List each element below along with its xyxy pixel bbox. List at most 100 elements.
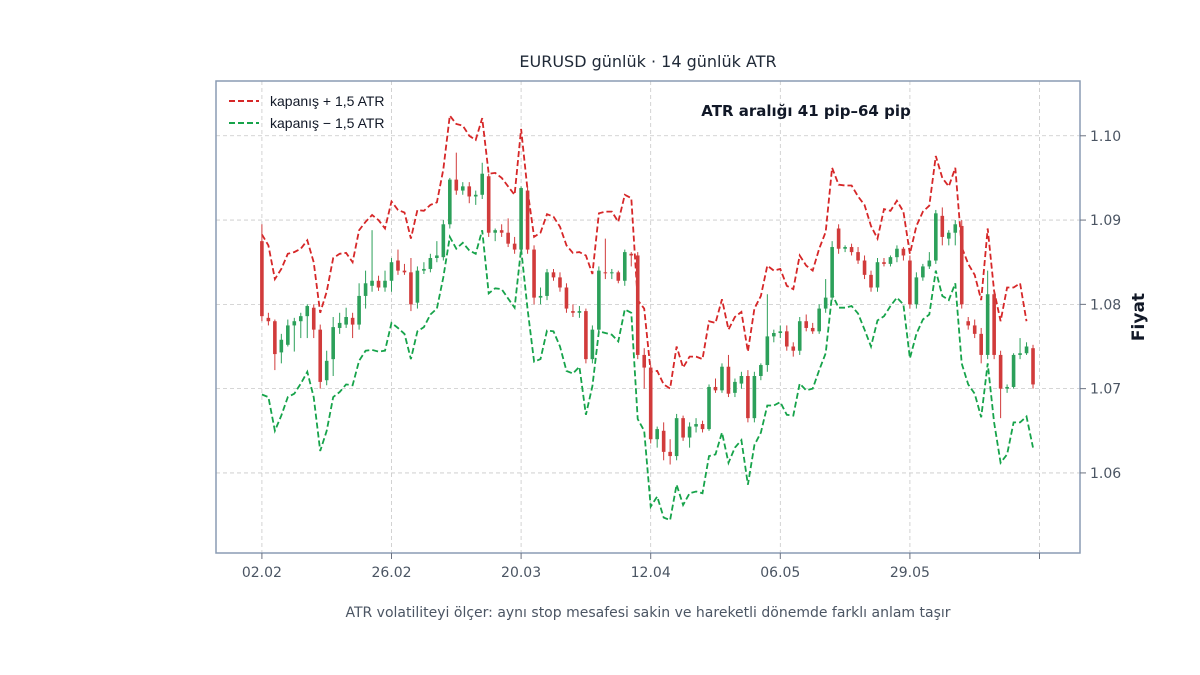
lower-band-series [261, 229, 1034, 522]
candle-body [869, 274, 873, 288]
y-tick-label: 1.06 [1090, 466, 1121, 482]
candle-body [480, 173, 485, 195]
candle-body [733, 381, 737, 393]
candle-body [720, 366, 724, 391]
candle-body [577, 311, 582, 313]
candle-body [784, 331, 789, 347]
candle-body [460, 186, 465, 191]
candle-body [622, 252, 627, 281]
candle-body [396, 260, 400, 271]
candle-body [499, 230, 504, 233]
candle-body [448, 179, 452, 225]
atr-range-annotation: ATR aralığı 41 pip–64 pip [701, 102, 911, 120]
candle-body [797, 321, 802, 351]
legend-upper-label: kapanış + 1,5 ATR [270, 93, 385, 109]
chart-title: EURUSD günlük · 14 günlük ATR [519, 52, 776, 71]
candle-body [804, 321, 809, 328]
candle-body [934, 213, 938, 261]
candle-body [279, 339, 284, 353]
candle-body [700, 424, 705, 430]
chart-caption: ATR volatiliteyi ölçer: aynı stop mesafe… [345, 605, 950, 621]
candles-series [260, 152, 1035, 465]
candle-body [467, 186, 472, 197]
candle-body [836, 228, 841, 249]
candle-body [305, 306, 310, 317]
candle-body [681, 418, 685, 438]
candle-body [888, 257, 893, 264]
candle-body [551, 272, 556, 278]
x-tick-label: 06.05 [760, 565, 800, 581]
candle-body [292, 321, 297, 326]
candle-body [389, 262, 394, 281]
candle-body [746, 376, 750, 419]
candle-body [972, 325, 977, 334]
candle-body [603, 272, 608, 274]
candle-body [1005, 386, 1009, 389]
candle-body [959, 225, 964, 305]
candle-body [422, 268, 426, 271]
y-tick-label: 1.07 [1090, 382, 1121, 398]
candle-body [817, 308, 821, 332]
candle-body [363, 283, 368, 296]
candle-body [823, 297, 828, 309]
candle-body [901, 248, 906, 256]
candle-body [642, 354, 647, 368]
candle-body [435, 255, 439, 258]
candle-body [376, 280, 381, 288]
candle-body [765, 336, 770, 366]
candle-body [506, 232, 510, 244]
candle-body [810, 327, 815, 332]
candle-body [707, 386, 711, 430]
candle-body [629, 253, 634, 256]
candle-body [674, 418, 679, 457]
candle-body [940, 215, 945, 237]
candle-body [571, 311, 575, 313]
candle-body [1024, 346, 1029, 354]
y-tick-label: 1.10 [1090, 129, 1121, 145]
candle-body [370, 280, 374, 286]
x-tick-label: 26.02 [371, 565, 411, 581]
candle-body [610, 272, 614, 274]
candle-body [908, 260, 912, 305]
candle-body [584, 311, 588, 360]
candle-body [648, 367, 653, 440]
candle-body [661, 430, 666, 452]
candle-body [694, 424, 698, 427]
candle-body [927, 260, 932, 267]
candle-body [921, 266, 925, 278]
candle-body [895, 248, 899, 258]
candle-body [739, 376, 744, 384]
candle-body [512, 243, 517, 250]
candle-body [616, 272, 621, 281]
candle-body [953, 224, 958, 233]
candle-body [1011, 354, 1016, 387]
candle-body [882, 262, 886, 264]
candle-body [998, 354, 1003, 389]
candle-body [532, 249, 536, 298]
candle-body [979, 333, 983, 355]
legend[interactable]: kapanış + 1,5 ATR kapanış − 1,5 ATR [229, 93, 385, 131]
candle-body [454, 179, 459, 191]
candle-body [402, 270, 407, 273]
candle-body [687, 426, 692, 438]
candle-body [875, 262, 880, 288]
candle-body [311, 307, 316, 330]
x-axis-ticks: 02.02 26.02 20.03 12.04 06.05 29.05 [242, 553, 1040, 581]
y-tick-label: 1.08 [1090, 297, 1121, 313]
x-tick-label: 12.04 [631, 565, 671, 581]
candle-body [966, 321, 971, 326]
candle-body [344, 317, 348, 325]
candle-body [383, 280, 387, 288]
y-axis-label: Fiyat [1129, 293, 1149, 341]
candle-body [350, 317, 355, 325]
candle-body [752, 376, 757, 419]
candle-body [862, 260, 867, 275]
candle-body [778, 331, 783, 334]
x-tick-label: 29.05 [890, 565, 930, 581]
candle-body [493, 230, 497, 233]
candle-body [331, 327, 335, 360]
candle-body [791, 346, 796, 351]
y-axis-ticks: 1.06 1.07 1.08 1.09 1.10 [1080, 129, 1121, 482]
candle-body [486, 176, 491, 233]
